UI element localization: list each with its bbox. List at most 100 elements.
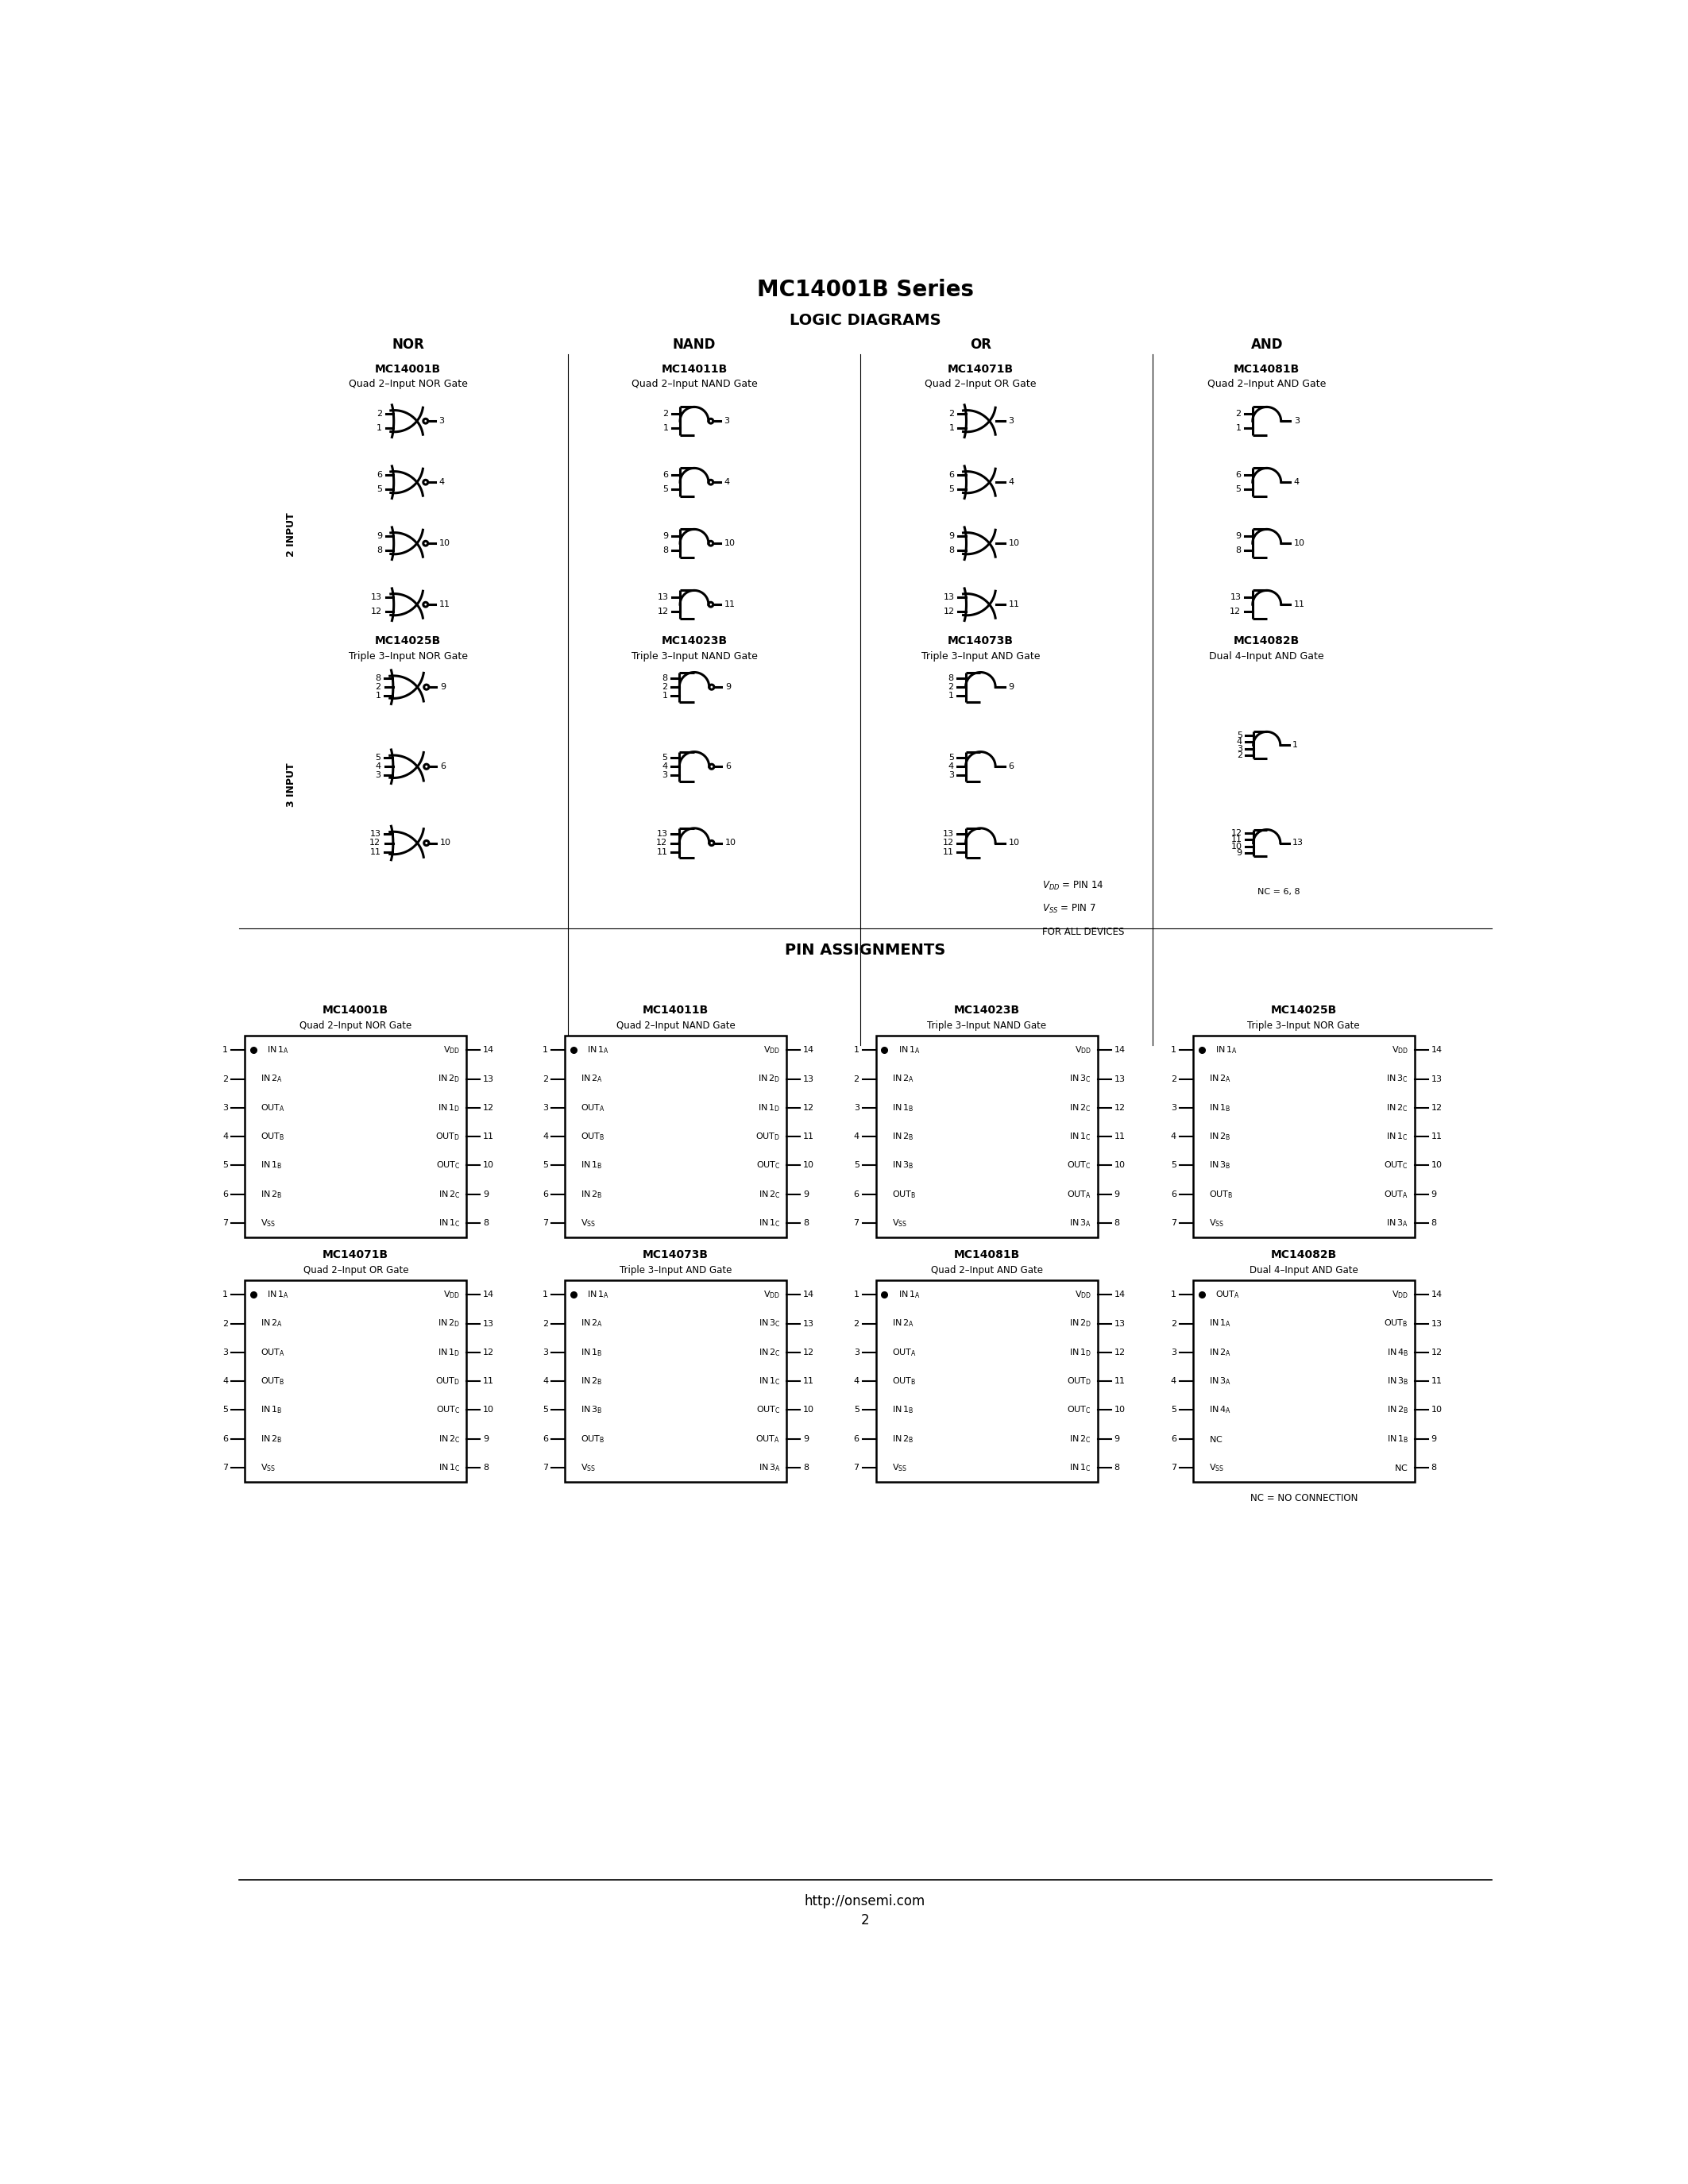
Text: $\mathsf{OUT_{A}}$: $\mathsf{OUT_{A}}$ (581, 1103, 606, 1114)
Bar (1193, 1280, 1415, 1483)
Text: $\mathsf{V_{SS}}$: $\mathsf{V_{SS}}$ (891, 1216, 906, 1230)
Text: 6: 6 (854, 1190, 859, 1199)
Text: $\mathsf{V_{SS}}$: $\mathsf{V_{SS}}$ (581, 1216, 596, 1230)
Text: 1: 1 (1293, 740, 1298, 749)
Text: 5: 5 (544, 1162, 549, 1168)
Text: $\mathsf{IN\,1_{C}}$: $\mathsf{IN\,1_{C}}$ (439, 1461, 461, 1474)
Text: 4: 4 (854, 1378, 859, 1385)
Text: 10: 10 (1114, 1406, 1126, 1413)
Text: 4: 4 (949, 762, 954, 771)
Text: MC14023B: MC14023B (954, 1005, 1020, 1016)
Text: 12: 12 (1231, 830, 1242, 836)
Text: MC14071B: MC14071B (947, 363, 1013, 376)
Text: $\mathsf{IN\,2_{C}}$: $\mathsf{IN\,2_{C}}$ (758, 1348, 780, 1358)
Text: 5: 5 (223, 1406, 228, 1413)
Text: 13: 13 (1231, 594, 1241, 601)
Text: NC = NO CONNECTION: NC = NO CONNECTION (1249, 1494, 1357, 1503)
Text: Dual 4–Input AND Gate: Dual 4–Input AND Gate (1249, 1265, 1359, 1275)
Text: MC14011B: MC14011B (643, 1005, 709, 1016)
Text: 4: 4 (1171, 1378, 1177, 1385)
Text: 4: 4 (1008, 478, 1014, 487)
Text: 10: 10 (1009, 839, 1020, 847)
Text: MC14081B: MC14081B (954, 1249, 1020, 1260)
Text: 2: 2 (854, 1075, 859, 1083)
Text: NOR: NOR (392, 339, 424, 352)
Text: 9: 9 (803, 1190, 809, 1199)
Text: MC14071B: MC14071B (322, 1249, 388, 1260)
Text: 2: 2 (949, 684, 954, 690)
Text: $\mathsf{IN\,2_{A}}$: $\mathsf{IN\,2_{A}}$ (262, 1317, 284, 1330)
Text: $\mathsf{NC}$: $\mathsf{NC}$ (1394, 1463, 1408, 1472)
Text: $\mathsf{OUT_{B}}$: $\mathsf{OUT_{B}}$ (262, 1131, 285, 1142)
Text: 6: 6 (854, 1435, 859, 1444)
Text: $\mathsf{IN\,2_{B}}$: $\mathsf{IN\,2_{B}}$ (581, 1376, 603, 1387)
Bar (565, 1280, 787, 1483)
Text: $\mathsf{IN\,1_{C}}$: $\mathsf{IN\,1_{C}}$ (758, 1376, 780, 1387)
Text: 8: 8 (376, 546, 381, 555)
Text: Quad 2–Input NOR Gate: Quad 2–Input NOR Gate (299, 1020, 412, 1031)
Text: 2: 2 (376, 411, 381, 417)
Text: $\mathsf{OUT_{A}}$: $\mathsf{OUT_{A}}$ (1215, 1289, 1239, 1299)
Text: $\mathsf{V_{DD}}$: $\mathsf{V_{DD}}$ (1075, 1044, 1092, 1055)
Text: $\mathsf{IN\,2_{C}}$: $\mathsf{IN\,2_{C}}$ (439, 1188, 461, 1199)
Text: $\mathsf{IN\,2_{D}}$: $\mathsf{IN\,2_{D}}$ (437, 1317, 461, 1330)
Bar (245, 1035, 466, 1238)
Text: $\mathsf{OUT_{D}}$: $\mathsf{OUT_{D}}$ (756, 1131, 780, 1142)
Text: 1: 1 (375, 692, 381, 699)
Text: MC14082B: MC14082B (1234, 636, 1300, 646)
Text: FOR ALL DEVICES: FOR ALL DEVICES (1041, 928, 1124, 937)
Bar (1193, 1035, 1415, 1238)
Text: 14: 14 (483, 1046, 495, 1055)
Text: $\mathsf{NC}$: $\mathsf{NC}$ (1209, 1435, 1222, 1444)
Text: 3: 3 (1293, 417, 1300, 426)
Text: $\mathsf{IN\,2_{C}}$: $\mathsf{IN\,2_{C}}$ (1386, 1103, 1408, 1114)
Text: 12: 12 (483, 1103, 495, 1112)
Text: $\mathsf{OUT_{A}}$: $\mathsf{OUT_{A}}$ (891, 1348, 917, 1358)
Text: $\mathsf{OUT_{D}}$: $\mathsf{OUT_{D}}$ (1067, 1376, 1092, 1387)
Text: 6: 6 (1171, 1190, 1177, 1199)
Text: 6: 6 (223, 1190, 228, 1199)
Text: $\mathsf{IN\,3_{A}}$: $\mathsf{IN\,3_{A}}$ (1209, 1376, 1231, 1387)
Text: $\mathsf{IN\,1_{A}}$: $\mathsf{IN\,1_{A}}$ (587, 1044, 609, 1055)
Text: 3: 3 (854, 1348, 859, 1356)
Text: $\mathsf{OUT_{B}}$: $\mathsf{OUT_{B}}$ (262, 1376, 285, 1387)
Text: 8: 8 (949, 675, 954, 681)
Text: 12: 12 (1431, 1348, 1442, 1356)
Text: $\mathsf{IN\,2_{B}}$: $\mathsf{IN\,2_{B}}$ (581, 1188, 603, 1199)
Text: 12: 12 (942, 839, 954, 847)
Text: 1: 1 (223, 1291, 228, 1299)
Text: $\mathsf{OUT_{D}}$: $\mathsf{OUT_{D}}$ (436, 1131, 461, 1142)
Text: 5: 5 (1237, 732, 1242, 738)
Text: $\mathsf{IN\,2_{B}}$: $\mathsf{IN\,2_{B}}$ (262, 1433, 282, 1444)
Text: 10: 10 (1114, 1162, 1126, 1168)
Text: $\mathsf{OUT_{A}}$: $\mathsf{OUT_{A}}$ (262, 1348, 285, 1358)
Text: $\mathsf{IN\,2_{C}}$: $\mathsf{IN\,2_{C}}$ (1070, 1433, 1092, 1444)
Text: 13: 13 (370, 830, 381, 839)
Text: 8: 8 (1114, 1219, 1119, 1227)
Text: $\mathsf{IN\,3_{A}}$: $\mathsf{IN\,3_{A}}$ (1069, 1216, 1092, 1230)
Text: $V_{DD}$ = PIN 14: $V_{DD}$ = PIN 14 (1041, 880, 1104, 891)
Text: $\mathsf{IN\,1_{D}}$: $\mathsf{IN\,1_{D}}$ (758, 1103, 780, 1114)
Text: 2: 2 (949, 411, 954, 417)
Text: Triple 3–Input AND Gate: Triple 3–Input AND Gate (619, 1265, 733, 1275)
Text: 10: 10 (1293, 539, 1305, 548)
Text: 9: 9 (1114, 1435, 1119, 1444)
Text: 2 INPUT: 2 INPUT (285, 511, 295, 557)
Text: 1: 1 (662, 692, 667, 699)
Text: $\mathsf{V_{SS}}$: $\mathsf{V_{SS}}$ (1209, 1461, 1224, 1474)
Text: 10: 10 (1431, 1162, 1442, 1168)
Text: MC14082B: MC14082B (1271, 1249, 1337, 1260)
Text: 6: 6 (544, 1435, 549, 1444)
Text: MC14073B: MC14073B (947, 636, 1013, 646)
Text: 4: 4 (544, 1378, 549, 1385)
Text: 12: 12 (657, 839, 667, 847)
Text: $\mathsf{IN\,2_{A}}$: $\mathsf{IN\,2_{A}}$ (1209, 1348, 1231, 1358)
Text: 2: 2 (544, 1319, 549, 1328)
Text: $\mathsf{V_{DD}}$: $\mathsf{V_{DD}}$ (763, 1044, 780, 1055)
Text: $\mathsf{IN\,2_{C}}$: $\mathsf{IN\,2_{C}}$ (1070, 1103, 1092, 1114)
Text: 8: 8 (1236, 546, 1241, 555)
Text: 7: 7 (854, 1463, 859, 1472)
Text: LOGIC DIAGRAMS: LOGIC DIAGRAMS (790, 312, 940, 328)
Text: Quad 2–Input AND Gate: Quad 2–Input AND Gate (1207, 380, 1327, 389)
Text: AND: AND (1251, 339, 1283, 352)
